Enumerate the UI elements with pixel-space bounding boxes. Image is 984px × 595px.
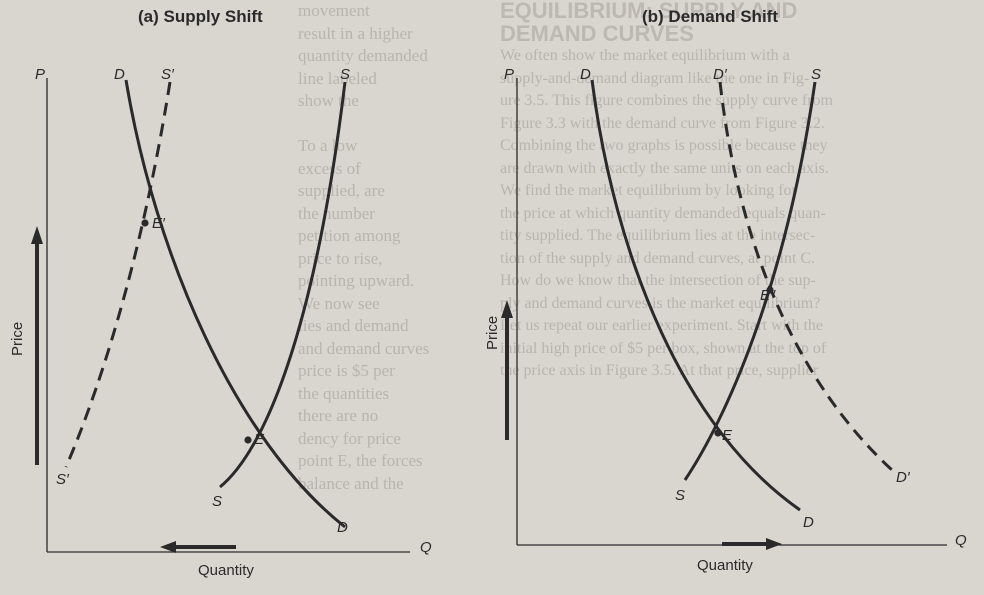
- price-rise-arrowhead: [501, 300, 513, 318]
- supply-curve-s-prime: [64, 81, 172, 468]
- background-text-line: Figure 3.3 with the demand curve from Fi…: [500, 114, 825, 132]
- background-text-line: To a low: [298, 136, 358, 155]
- background-text-line: pointing upward.: [298, 271, 415, 290]
- background-text-line: Combining the two graphs is possible bec…: [500, 137, 828, 154]
- supply-curve-s: [683, 81, 817, 481]
- demand-curve-top-label: D: [580, 66, 591, 83]
- y-axis-label: Price: [484, 316, 501, 350]
- demand-curve-bottom-label: D: [803, 514, 814, 531]
- x-axis-label: Quantity: [198, 562, 254, 579]
- background-text-line: We find the market equilibrium by lookin…: [500, 182, 797, 199]
- equilibrium-label-e-prime: E′: [152, 215, 166, 232]
- x-axis-label: Quantity: [697, 557, 753, 574]
- background-text-line: supplied, are: [298, 181, 385, 200]
- equilibrium-point-e-double-prime: [766, 286, 774, 294]
- supply-shift-panel: (a) Supply Shift P Q Price Quantity D D …: [9, 7, 432, 579]
- demand-shift-panel: (b) Demand Shift P Q Price Quantity D D …: [484, 0, 984, 590]
- panel-title: (a) Supply Shift: [138, 7, 263, 26]
- equilibrium-label-e: E: [722, 427, 733, 444]
- y-axis-symbol: P: [35, 66, 45, 83]
- background-text-line: Let us repeat our earlier experiment. St…: [500, 317, 823, 334]
- background-text-line: ure 3.5. This figure combines the supply…: [500, 92, 833, 109]
- supply-curve-bottom-label: S: [675, 487, 685, 504]
- background-text-line: price is $5 per: [298, 361, 395, 380]
- x-axis-symbol: Q: [955, 532, 967, 549]
- shifted-supply-bottom-label: S′: [56, 471, 70, 488]
- background-text-line: DEMAND CURVES: [500, 20, 694, 46]
- background-text-line: petition among: [298, 226, 401, 245]
- background-text-line: EQUILIBRIUM: SUPPLY AND: [500, 0, 798, 23]
- background-text-line: tity supplied. The equilibrium lies at t…: [500, 227, 816, 244]
- equilibrium-label-e-double-prime: E″: [760, 287, 776, 304]
- background-text-line: ply and demand curves is the market equi…: [500, 294, 821, 312]
- background-text-line: We now see: [298, 293, 380, 313]
- background-text-line: there are no: [298, 406, 379, 425]
- background-text-left: movement result in a higher quantity deman…: [298, 0, 498, 590]
- demand-curve-bottom-label: D: [337, 519, 348, 536]
- price-rise-arrowhead: [31, 226, 43, 244]
- background-text-line: initial high price of $5 per box, shown …: [500, 339, 827, 357]
- background-text-line: How do we know that the intersection of …: [500, 272, 816, 289]
- background-text-line: price to rise,: [298, 248, 383, 268]
- supply-curve-top-label: S: [811, 66, 821, 83]
- background-text-line: result in a higher: [298, 23, 413, 43]
- background-text-line: point E, the forces: [298, 451, 423, 470]
- background-text-right: EQUILIBRIUM: SUPPLY AND DEMAND CURVES We o…: [500, 0, 984, 590]
- quantity-rise-arrowhead: [766, 538, 782, 550]
- panel-title: (b) Demand Shift: [642, 7, 778, 26]
- supply-curve-top-label: S: [340, 66, 350, 83]
- background-text-line: the quantities: [298, 383, 390, 403]
- demand-curve-d: [124, 79, 346, 529]
- y-axis-symbol: P: [504, 66, 514, 83]
- demand-curve-d: [590, 79, 801, 512]
- equilibrium-point-e-prime: [141, 219, 149, 227]
- demand-shift-chart: (b) Demand Shift P Q Price Quantity D D …: [484, 7, 967, 574]
- background-text-line: line labeled: [298, 68, 377, 88]
- supply-curve-bottom-label: S: [212, 493, 222, 510]
- equilibrium-point-e: [714, 429, 722, 437]
- background-text-line: excess of: [298, 158, 361, 178]
- background-text-line: balance and the: [298, 473, 404, 493]
- shifted-demand-top-label: D′: [713, 66, 728, 83]
- supply-curve-s: [219, 81, 347, 489]
- shifted-supply-top-label: S′: [161, 66, 175, 83]
- background-text-line: are drawn with exactly the same units on…: [500, 159, 829, 177]
- demand-curve-top-label: D: [114, 66, 125, 83]
- background-text-line: movement: [298, 1, 370, 20]
- demand-curve-d-prime: [718, 81, 894, 472]
- background-text-line: dency for price: [298, 428, 401, 448]
- background-text-line: We often show the market equilibrium wit…: [500, 47, 790, 64]
- background-text-line: supply-and-demand diagram like the one i…: [500, 69, 810, 87]
- equilibrium-label-e: E: [254, 431, 265, 448]
- background-text-line: tion of the supply and demand curves, at…: [500, 249, 816, 267]
- background-text-line: lies and demand: [298, 316, 409, 335]
- x-axis-symbol: Q: [420, 539, 432, 556]
- supply-shift-chart: (a) Supply Shift P Q Price Quantity D D …: [9, 7, 432, 579]
- quantity-fall-arrowhead: [160, 541, 176, 553]
- background-text-line: quantity demanded: [298, 46, 428, 65]
- equilibrium-point-e: [244, 436, 252, 444]
- y-axis-label: Price: [9, 322, 26, 356]
- background-text-line: the number: [298, 203, 375, 223]
- shifted-demand-bottom-label: D′: [896, 469, 911, 486]
- background-text-line: and demand curves: [298, 338, 430, 358]
